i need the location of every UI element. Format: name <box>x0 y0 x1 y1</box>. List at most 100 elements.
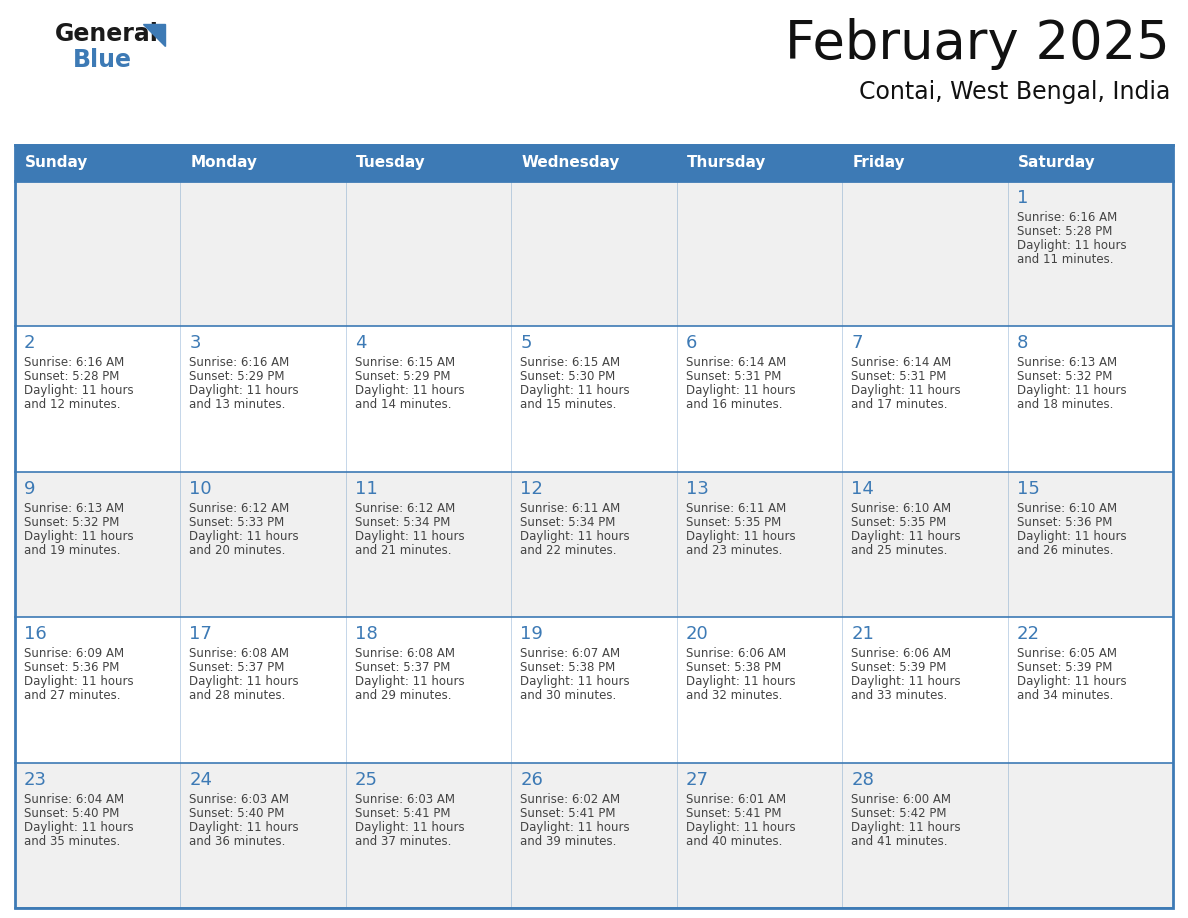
Text: Sunrise: 6:13 AM: Sunrise: 6:13 AM <box>1017 356 1117 369</box>
Text: 22: 22 <box>1017 625 1040 644</box>
Text: Sunrise: 6:01 AM: Sunrise: 6:01 AM <box>685 792 785 806</box>
Bar <box>15 617 1173 763</box>
Text: February 2025: February 2025 <box>785 18 1170 70</box>
Text: Sunrise: 6:10 AM: Sunrise: 6:10 AM <box>851 502 952 515</box>
Text: Daylight: 11 hours: Daylight: 11 hours <box>24 821 133 834</box>
Text: Sunset: 5:33 PM: Sunset: 5:33 PM <box>189 516 285 529</box>
Text: Sunset: 5:31 PM: Sunset: 5:31 PM <box>685 370 781 384</box>
Text: and 15 minutes.: and 15 minutes. <box>520 398 617 411</box>
Text: 24: 24 <box>189 770 213 789</box>
Text: Daylight: 11 hours: Daylight: 11 hours <box>851 530 961 543</box>
Text: Sunset: 5:38 PM: Sunset: 5:38 PM <box>520 661 615 674</box>
Text: 6: 6 <box>685 334 697 353</box>
Text: Daylight: 11 hours: Daylight: 11 hours <box>520 676 630 688</box>
Text: and 25 minutes.: and 25 minutes. <box>851 543 948 557</box>
Text: Sunset: 5:40 PM: Sunset: 5:40 PM <box>189 807 285 820</box>
Text: Daylight: 11 hours: Daylight: 11 hours <box>24 676 133 688</box>
Text: Sunset: 5:29 PM: Sunset: 5:29 PM <box>355 370 450 384</box>
Text: 3: 3 <box>189 334 201 353</box>
Bar <box>15 472 1173 617</box>
Text: Sunset: 5:29 PM: Sunset: 5:29 PM <box>189 370 285 384</box>
Text: Daylight: 11 hours: Daylight: 11 hours <box>1017 676 1126 688</box>
Text: Sunset: 5:35 PM: Sunset: 5:35 PM <box>851 516 947 529</box>
Text: Sunday: Sunday <box>25 155 88 171</box>
Text: 27: 27 <box>685 770 709 789</box>
Text: 5: 5 <box>520 334 532 353</box>
Text: Daylight: 11 hours: Daylight: 11 hours <box>355 821 465 834</box>
Text: Daylight: 11 hours: Daylight: 11 hours <box>685 676 795 688</box>
Text: 8: 8 <box>1017 334 1028 353</box>
Text: 16: 16 <box>24 625 46 644</box>
Text: Sunset: 5:34 PM: Sunset: 5:34 PM <box>355 516 450 529</box>
Text: Sunrise: 6:12 AM: Sunrise: 6:12 AM <box>189 502 290 515</box>
Bar <box>181 145 346 181</box>
Text: Daylight: 11 hours: Daylight: 11 hours <box>520 821 630 834</box>
Text: Sunset: 5:40 PM: Sunset: 5:40 PM <box>24 807 119 820</box>
Text: Sunset: 5:41 PM: Sunset: 5:41 PM <box>355 807 450 820</box>
Text: 11: 11 <box>355 480 378 498</box>
Polygon shape <box>143 24 165 46</box>
Text: and 32 minutes.: and 32 minutes. <box>685 689 782 702</box>
Text: and 21 minutes.: and 21 minutes. <box>355 543 451 557</box>
Text: Daylight: 11 hours: Daylight: 11 hours <box>24 530 133 543</box>
Text: 20: 20 <box>685 625 708 644</box>
Text: Daylight: 11 hours: Daylight: 11 hours <box>355 385 465 397</box>
Text: 26: 26 <box>520 770 543 789</box>
Text: Sunset: 5:32 PM: Sunset: 5:32 PM <box>1017 370 1112 384</box>
Text: Sunrise: 6:03 AM: Sunrise: 6:03 AM <box>189 792 290 806</box>
Bar <box>15 763 1173 908</box>
Text: Daylight: 11 hours: Daylight: 11 hours <box>520 530 630 543</box>
Text: Sunset: 5:39 PM: Sunset: 5:39 PM <box>1017 661 1112 674</box>
Text: and 18 minutes.: and 18 minutes. <box>1017 398 1113 411</box>
Text: Sunrise: 6:06 AM: Sunrise: 6:06 AM <box>685 647 785 660</box>
Text: Daylight: 11 hours: Daylight: 11 hours <box>1017 530 1126 543</box>
Text: Sunrise: 6:08 AM: Sunrise: 6:08 AM <box>189 647 290 660</box>
Text: and 41 minutes.: and 41 minutes. <box>851 834 948 847</box>
Text: Sunrise: 6:11 AM: Sunrise: 6:11 AM <box>685 502 786 515</box>
Text: and 17 minutes.: and 17 minutes. <box>851 398 948 411</box>
Text: and 12 minutes.: and 12 minutes. <box>24 398 120 411</box>
Text: Daylight: 11 hours: Daylight: 11 hours <box>851 821 961 834</box>
Text: Sunset: 5:38 PM: Sunset: 5:38 PM <box>685 661 781 674</box>
Text: Sunrise: 6:16 AM: Sunrise: 6:16 AM <box>1017 211 1117 224</box>
Text: Daylight: 11 hours: Daylight: 11 hours <box>685 821 795 834</box>
Text: 4: 4 <box>355 334 366 353</box>
Text: Daylight: 11 hours: Daylight: 11 hours <box>355 530 465 543</box>
Text: Sunset: 5:37 PM: Sunset: 5:37 PM <box>189 661 285 674</box>
Text: and 22 minutes.: and 22 minutes. <box>520 543 617 557</box>
Bar <box>346 145 511 181</box>
Text: Sunset: 5:36 PM: Sunset: 5:36 PM <box>1017 516 1112 529</box>
Text: Thursday: Thursday <box>687 155 766 171</box>
Text: Sunset: 5:28 PM: Sunset: 5:28 PM <box>24 370 119 384</box>
Text: and 28 minutes.: and 28 minutes. <box>189 689 286 702</box>
Text: Sunset: 5:30 PM: Sunset: 5:30 PM <box>520 370 615 384</box>
Text: and 14 minutes.: and 14 minutes. <box>355 398 451 411</box>
Text: Daylight: 11 hours: Daylight: 11 hours <box>851 676 961 688</box>
Text: Daylight: 11 hours: Daylight: 11 hours <box>355 676 465 688</box>
Text: Sunrise: 6:06 AM: Sunrise: 6:06 AM <box>851 647 952 660</box>
Text: 17: 17 <box>189 625 213 644</box>
Text: 18: 18 <box>355 625 378 644</box>
Text: Sunrise: 6:14 AM: Sunrise: 6:14 AM <box>851 356 952 369</box>
Bar <box>842 145 1007 181</box>
Text: Daylight: 11 hours: Daylight: 11 hours <box>189 821 299 834</box>
Text: Contai, West Bengal, India: Contai, West Bengal, India <box>859 80 1170 104</box>
Text: 9: 9 <box>24 480 36 498</box>
Text: General: General <box>55 22 159 46</box>
Text: and 33 minutes.: and 33 minutes. <box>851 689 947 702</box>
Text: Daylight: 11 hours: Daylight: 11 hours <box>685 385 795 397</box>
Text: Daylight: 11 hours: Daylight: 11 hours <box>1017 239 1126 252</box>
Text: 12: 12 <box>520 480 543 498</box>
Text: Sunset: 5:41 PM: Sunset: 5:41 PM <box>685 807 782 820</box>
Text: Saturday: Saturday <box>1018 155 1095 171</box>
Text: 15: 15 <box>1017 480 1040 498</box>
Text: and 26 minutes.: and 26 minutes. <box>1017 543 1113 557</box>
Text: Sunrise: 6:15 AM: Sunrise: 6:15 AM <box>520 356 620 369</box>
Text: Sunset: 5:36 PM: Sunset: 5:36 PM <box>24 661 119 674</box>
Text: Daylight: 11 hours: Daylight: 11 hours <box>851 385 961 397</box>
Text: Monday: Monday <box>190 155 258 171</box>
Text: Sunrise: 6:16 AM: Sunrise: 6:16 AM <box>189 356 290 369</box>
Text: and 11 minutes.: and 11 minutes. <box>1017 253 1113 266</box>
Text: Sunset: 5:39 PM: Sunset: 5:39 PM <box>851 661 947 674</box>
Text: Sunset: 5:37 PM: Sunset: 5:37 PM <box>355 661 450 674</box>
